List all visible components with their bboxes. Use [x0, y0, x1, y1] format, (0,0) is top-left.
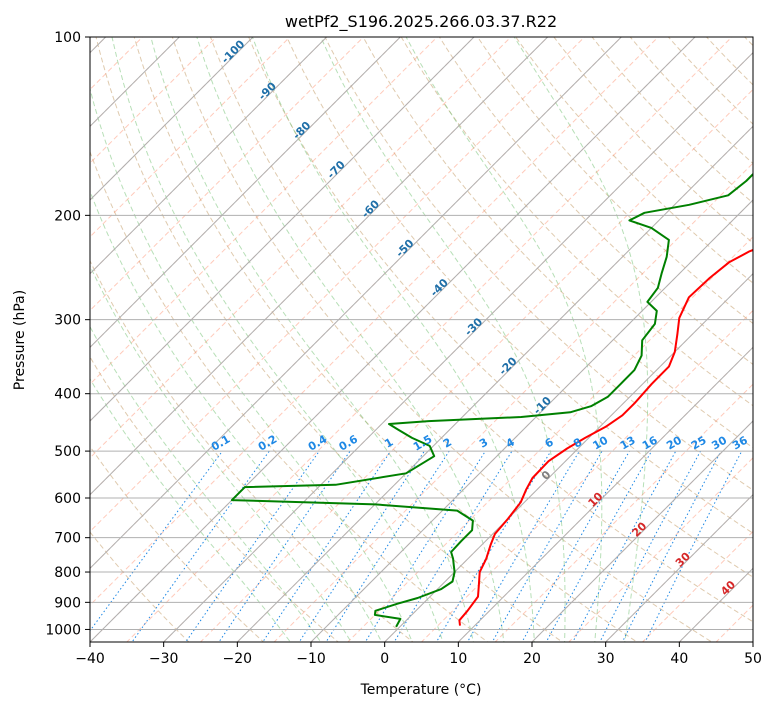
dry-adiabat: [209, 37, 753, 623]
y-tick-label: 600: [54, 491, 81, 507]
skewed-grid-line: [90, 37, 549, 496]
dry-adiabat: [400, 37, 753, 407]
dry-adiabat: [95, 37, 564, 642]
skewed-grid-line: [90, 37, 181, 128]
dry-adiabat: [171, 37, 713, 642]
dry-adiabat: [362, 37, 753, 449]
x-tick-label: −30: [149, 651, 179, 667]
moist-adiabat: [251, 37, 535, 642]
x-tick-label: −10: [296, 651, 326, 667]
x-axis: −40 −30 −20 −10 0 10 20 30 40 50: [75, 642, 762, 667]
moist-adiabat: [90, 325, 322, 642]
temperature-line: [458, 248, 753, 626]
skewed-grid-line: [383, 272, 753, 642]
y-tick-label: 500: [54, 444, 81, 460]
y-tick-label: 300: [54, 313, 81, 329]
skewed-grid-line: [90, 37, 402, 349]
y-tick-label: 400: [54, 387, 81, 403]
moist-adiabat: [90, 86, 413, 642]
skewed-grid-line: [162, 51, 753, 642]
skewed-grid-line: [90, 37, 475, 422]
dry-adiabat: [476, 37, 753, 325]
mixing-ratio-line: [298, 450, 425, 642]
skewed-grid-line: [90, 37, 254, 201]
x-axis-label: Temperature (°C): [360, 682, 482, 698]
y-tick-label: 900: [54, 595, 81, 611]
dry-adiabat: [133, 37, 638, 642]
mixing-ratio-line: [435, 450, 552, 642]
plot-area: -100-90-80-70-60-50-40-30-20-10010203040…: [89, 36, 754, 643]
mixing-ratio-line: [491, 450, 603, 642]
dry-adiabat: [591, 37, 753, 204]
x-tick-label: 50: [744, 651, 762, 667]
skewed-grid-line: [236, 125, 753, 642]
y-tick-label: 100: [54, 30, 81, 46]
moist-adiabat: [111, 37, 444, 642]
skewed-grid-line: [604, 493, 753, 642]
mixing-ratio-line: [545, 450, 653, 642]
skewed-grid-line: [90, 37, 328, 275]
skewed-grid-line: [531, 420, 753, 642]
skewed-grid-line: [90, 37, 696, 642]
y-tick-label: 800: [54, 565, 81, 581]
series-layer: [230, 172, 753, 628]
skewed-grid-line: [457, 346, 753, 642]
plot-frame: [89, 36, 754, 643]
x-tick-label: 0: [380, 651, 389, 667]
dry-adiabat: [90, 445, 265, 642]
y-axis: 1000 900 800 700 600 500 400 300 200 100: [45, 30, 90, 638]
y-tick-label: 200: [54, 208, 81, 224]
mixing-ratio-line: [262, 450, 392, 642]
skewed-grid-line: [90, 37, 623, 570]
chart-title: wetPf2_S196.2025.266.03.37.R22: [285, 12, 557, 32]
y-axis-label: Pressure (hPa): [12, 290, 28, 390]
mixing-ratio-line: [466, 450, 580, 642]
x-tick-label: 20: [523, 651, 541, 667]
skewed-grid-line: [310, 199, 753, 642]
x-tick-label: 40: [670, 651, 688, 667]
mixing-ratio-line: [185, 450, 320, 642]
dry-adiabat: [667, 37, 753, 125]
y-tick-label: 1000: [45, 622, 81, 638]
dry-adiabat: [553, 37, 753, 244]
x-tick-label: −40: [75, 651, 105, 667]
dry-adiabat: [90, 259, 414, 642]
y-tick-label: 700: [54, 531, 81, 547]
dry-adiabat: [90, 150, 489, 642]
moist-adiabat: [513, 37, 649, 642]
x-tick-label: −20: [223, 651, 253, 667]
x-tick-label: 30: [597, 651, 615, 667]
dry-adiabat: [286, 37, 753, 534]
dewpoint-line: [230, 172, 753, 628]
mixing-ratio-line: [325, 450, 450, 642]
mixing-ratio-line: [644, 450, 743, 642]
x-tick-label: 10: [449, 651, 467, 667]
dry-adiabat: [90, 531, 190, 642]
mixing-ratio-line: [131, 450, 270, 642]
